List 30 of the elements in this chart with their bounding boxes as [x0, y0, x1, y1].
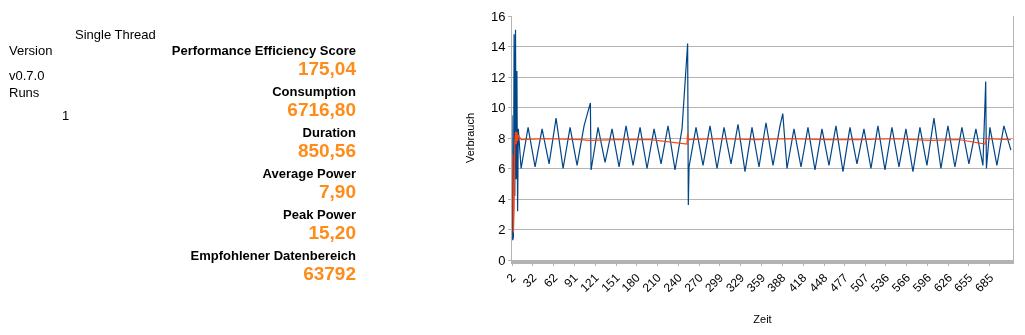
y-tick-label: 16: [490, 8, 506, 24]
text: 850,56: [297, 140, 356, 162]
y-axis-title: Verbrauch: [463, 112, 476, 164]
y-tick-label: 6: [498, 161, 506, 177]
text: v0.7.0: [9, 68, 45, 83]
text: Peak Power: [283, 207, 356, 222]
x-tick-label: 32: [520, 270, 540, 291]
x-tick-label: 62: [541, 270, 561, 291]
text: Single Thread: [75, 27, 156, 42]
text: Version: [9, 43, 53, 58]
y-tick-label: 0: [498, 252, 506, 268]
y-tick-label: 10: [490, 100, 506, 116]
text: 7,90: [319, 181, 356, 203]
y-tick-label: 2: [498, 222, 506, 238]
y-tick-label: 12: [490, 69, 506, 85]
x-axis-title: Zeit: [753, 312, 772, 325]
text: 6716,80: [287, 99, 356, 121]
text: Average Power: [262, 166, 356, 181]
text: Consumption: [272, 84, 356, 99]
y-tick-label: 14: [490, 39, 506, 55]
y-tick-label: 4: [498, 191, 506, 207]
text: Duration: [302, 125, 356, 140]
text: 1: [62, 108, 70, 123]
text: Runs: [9, 85, 40, 100]
y-tick-label: 8: [498, 130, 506, 146]
text: 15,20: [308, 222, 356, 244]
text: 175,04: [297, 58, 356, 80]
text: Empfohlener Datenbereich: [190, 248, 356, 263]
text: Performance Efficiency Score: [171, 43, 356, 58]
text: 63792: [303, 263, 356, 285]
